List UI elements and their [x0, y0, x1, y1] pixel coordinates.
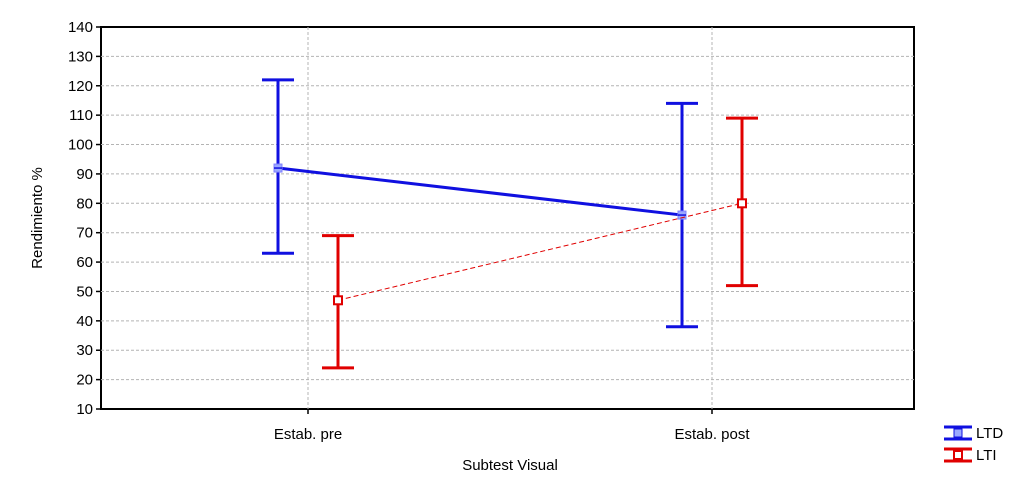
data-point — [333, 295, 343, 306]
x-axis-title: Subtest Visual — [462, 457, 558, 474]
series-layer — [262, 78, 758, 370]
series-lti — [322, 116, 758, 370]
y-tick-label: 20 — [76, 372, 93, 389]
y-tick-label: 140 — [68, 19, 93, 36]
legend-item-lti: LTI — [944, 447, 997, 464]
legend-marker — [953, 450, 963, 460]
legend: LTD LTI — [944, 425, 1003, 464]
x-tick-label: Estab. post — [674, 426, 750, 443]
series-line — [337, 202, 743, 301]
y-tick-label: 120 — [68, 78, 93, 95]
x-tick-label: Estab. pre — [274, 426, 342, 443]
y-axis-title: Rendimiento % — [29, 167, 46, 269]
legend-label: LTD — [976, 425, 1003, 442]
data-point — [737, 198, 747, 209]
y-tick-label: 30 — [76, 342, 93, 359]
legend-label: LTI — [976, 447, 997, 464]
y-tick-label: 80 — [76, 195, 93, 212]
series-ltd — [262, 78, 698, 329]
series-line — [277, 166, 683, 217]
legend-marker — [953, 428, 963, 438]
y-tick-label: 90 — [76, 166, 93, 183]
plot-area — [100, 26, 915, 410]
y-tick-label: 70 — [76, 225, 93, 242]
grid-layer — [101, 27, 914, 409]
y-tick-label: 50 — [76, 283, 93, 300]
legend-item-ltd: LTD — [944, 425, 1003, 442]
y-tick-label: 10 — [76, 401, 93, 418]
y-tick-label: 60 — [76, 254, 93, 271]
y-tick-label: 100 — [68, 137, 93, 154]
y-tick-label: 40 — [76, 313, 93, 330]
y-tick-label: 130 — [68, 48, 93, 65]
y-tick-label: 110 — [69, 107, 93, 124]
axis-layer: 10 20 30 40 50 60 70 80 90 100 110 120 130 140 Estab. … — [68, 19, 750, 443]
